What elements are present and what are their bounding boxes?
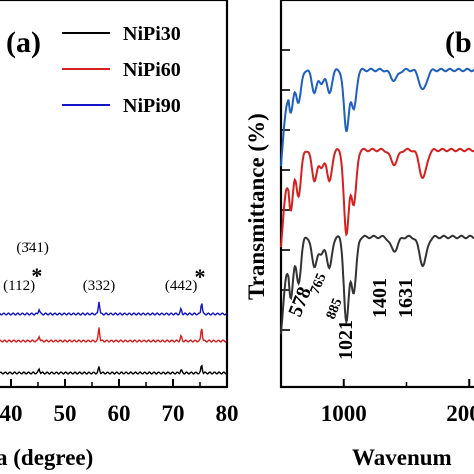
panel-b-traces: [280, 67, 474, 335]
panel-b-label: (b: [445, 26, 472, 59]
annotation-label: (442): [165, 278, 198, 294]
band-label-1401: 1401: [369, 278, 391, 318]
annotation-label: *: [195, 264, 206, 289]
series-line-nipi90: [0, 301, 227, 316]
panel-a-legend: NiPi30 NiPi60 NiPi90: [62, 23, 181, 117]
panel-a-label: (a): [6, 26, 41, 59]
legend-label-nipi30: NiPi30: [123, 23, 181, 45]
panel-b-frame: [279, 0, 474, 389]
series-line-nipi90: [280, 67, 474, 167]
series-line-nipi60: [0, 327, 227, 343]
panel-b-y-axis-label: Transmittance (%): [244, 113, 269, 300]
annotation-label: *: [31, 263, 42, 288]
series-line-nipi30: [0, 364, 227, 375]
x-tick-label: 1000: [321, 401, 367, 426]
panel-b-y-ticks: [282, 49, 290, 331]
panel-a: 40 50 60 70 80 (112)(3̄41)* (332) (442)* (a) N…: [0, 0, 239, 470]
x-tick-label: 60: [108, 401, 131, 426]
band-label-765: 765: [308, 271, 330, 296]
panel-a-traces: [0, 301, 227, 375]
panel-a-frame: [0, 0, 229, 389]
panel-a-x-ticks: 40 50 60 70 80: [0, 379, 239, 426]
annotation-label: (3̄41): [16, 240, 49, 256]
x-tick-label: 40: [0, 401, 23, 426]
annotation-label: (332): [83, 278, 116, 294]
band-label-885: 885: [324, 296, 346, 321]
x-tick-label: 50: [54, 401, 77, 426]
band-label-1021: 1021: [335, 320, 357, 360]
series-line-nipi30: [280, 234, 474, 335]
legend-label-nipi90: NiPi90: [123, 95, 181, 117]
annotation-label: (112): [3, 278, 35, 294]
x-tick-label: 70: [162, 401, 185, 426]
legend-label-nipi60: NiPi60: [123, 59, 181, 81]
panel-a-x-axis-label: a (degree): [0, 445, 93, 470]
panel-b-x-ticks: 1000 2000: [321, 379, 474, 426]
x-tick-label: 2000: [446, 401, 474, 426]
x-tick-label: 80: [216, 401, 239, 426]
panel-a-annotations: (112)(3̄41)* (332) (442)*: [3, 240, 205, 294]
series-line-nipi60: [280, 147, 474, 248]
band-label-1631: 1631: [395, 278, 417, 318]
panel-b-x-axis-label: Wavenum: [352, 445, 452, 470]
